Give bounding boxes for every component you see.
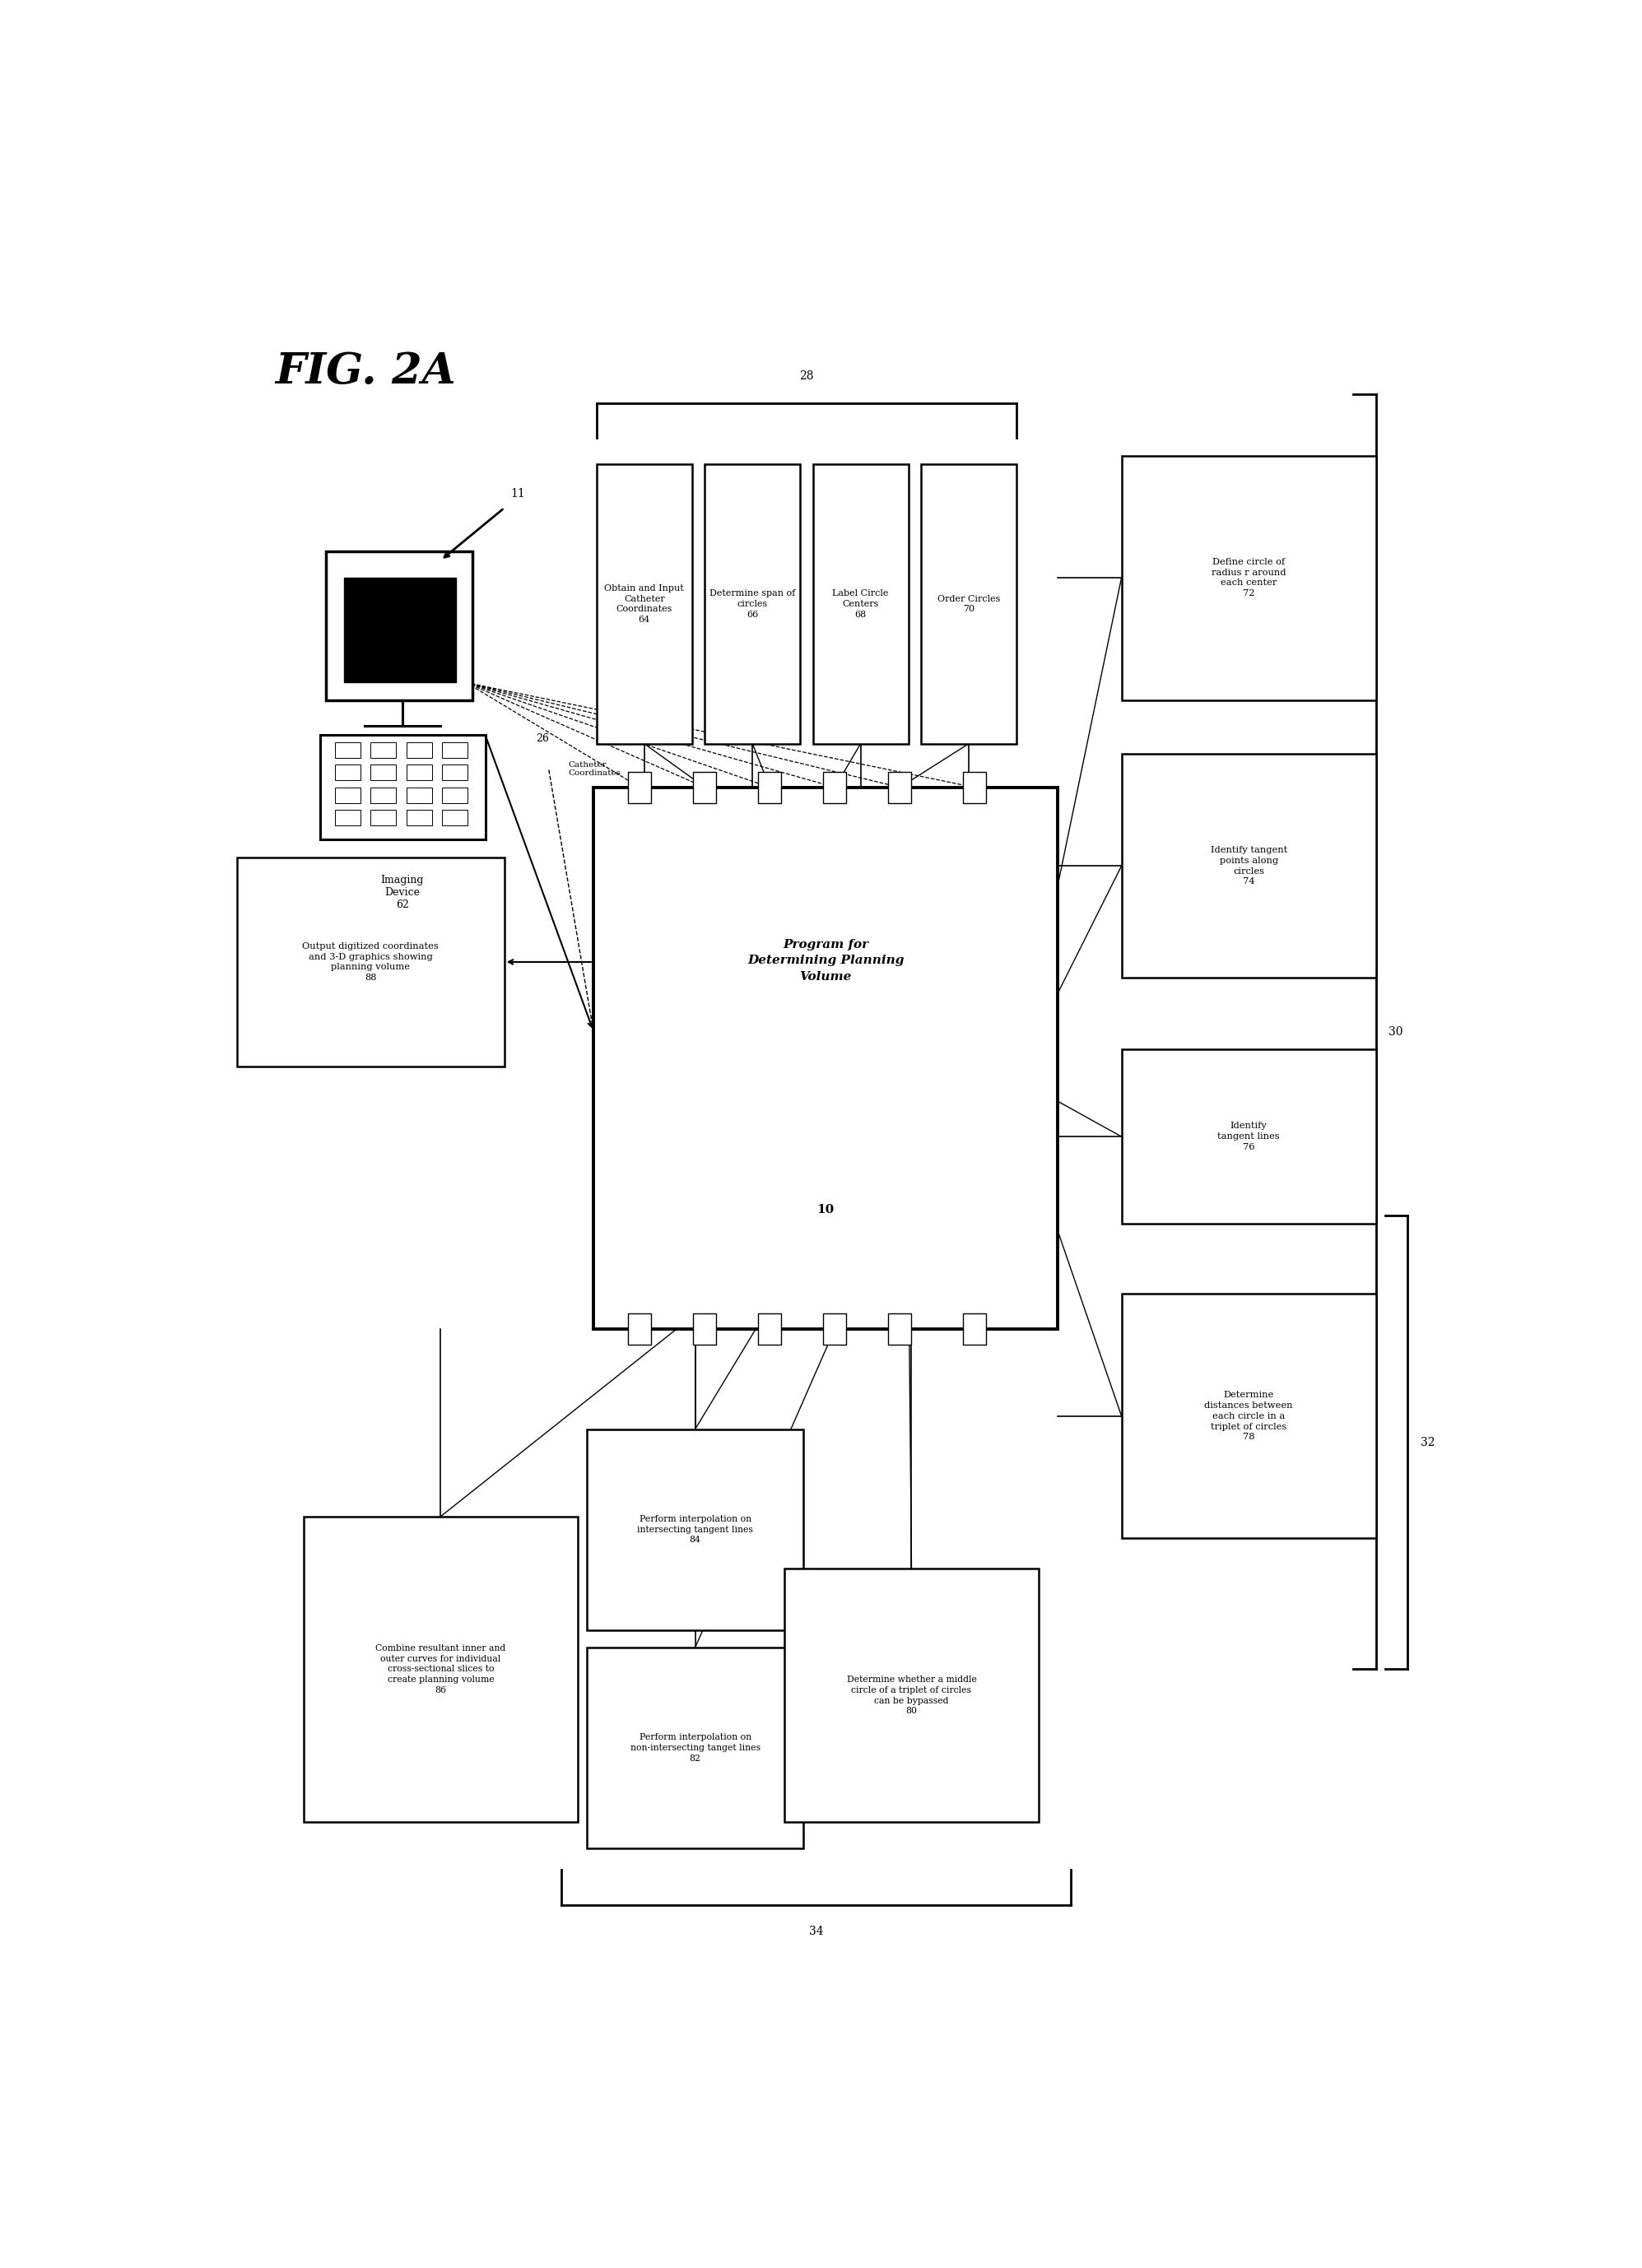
Bar [1121, 1050, 1376, 1225]
Bar [335, 742, 361, 758]
Bar [813, 465, 908, 744]
Text: Perform interpolation on
intersecting tangent lines
84: Perform interpolation on intersecting ta… [637, 1515, 754, 1545]
Bar [371, 764, 396, 780]
Bar [759, 771, 782, 803]
Bar [335, 764, 361, 780]
Bar [442, 787, 468, 803]
Bar [888, 1313, 911, 1345]
Text: Determine whether a middle
circle of a triplet of circles
can be bypassed
80: Determine whether a middle circle of a t… [847, 1676, 977, 1715]
Bar [1121, 755, 1376, 978]
Text: Identify tangent
points along
circles
74: Identify tangent points along circles 74 [1210, 846, 1287, 887]
Text: 34: 34 [810, 1926, 823, 1937]
Text: Obtain and Input
Catheter
Coordinates
64: Obtain and Input Catheter Coordinates 64 [604, 585, 685, 624]
Text: Program for
Determining Planning
Volume: Program for Determining Planning Volume [747, 939, 905, 982]
Text: Determine
distances between
each circle in a
triplet of circles
78: Determine distances between each circle … [1205, 1390, 1292, 1440]
Text: Define circle of
radius r around
each center
72: Define circle of radius r around each ce… [1212, 558, 1286, 599]
Bar [593, 787, 1057, 1329]
Text: 10: 10 [816, 1204, 834, 1216]
Bar [596, 465, 691, 744]
Bar [785, 1569, 1039, 1821]
Text: Identify
tangent lines
76: Identify tangent lines 76 [1218, 1123, 1279, 1152]
Bar [320, 735, 486, 839]
Bar [371, 810, 396, 826]
Bar [704, 465, 800, 744]
Bar [1121, 456, 1376, 701]
Text: Label Circle
Centers
68: Label Circle Centers 68 [832, 590, 888, 619]
Text: Combine resultant inner and
outer curves for individual
cross-sectional slices t: Combine resultant inner and outer curves… [376, 1644, 506, 1694]
Bar [1121, 1293, 1376, 1538]
Bar [962, 1313, 985, 1345]
Text: 11: 11 [511, 488, 525, 499]
Bar [304, 1517, 578, 1821]
Text: 32: 32 [1420, 1436, 1435, 1447]
Text: 26: 26 [535, 733, 548, 744]
Bar [759, 1313, 782, 1345]
Bar [442, 810, 468, 826]
Text: Catheter
Coordinates: Catheter Coordinates [568, 762, 621, 778]
Bar [442, 742, 468, 758]
Text: Determine span of
circles
66: Determine span of circles 66 [709, 590, 795, 619]
Bar [236, 857, 504, 1066]
Bar [327, 551, 473, 701]
Text: Order Circles
70: Order Circles 70 [938, 594, 1000, 612]
Bar [823, 771, 846, 803]
Bar [962, 771, 985, 803]
Bar [371, 787, 396, 803]
Bar [588, 1647, 803, 1848]
Bar [335, 787, 361, 803]
Text: 30: 30 [1389, 1025, 1404, 1036]
Bar [343, 578, 456, 683]
Bar [588, 1429, 803, 1631]
Bar [442, 764, 468, 780]
Bar [406, 810, 432, 826]
Bar [371, 742, 396, 758]
Bar [406, 764, 432, 780]
Bar [921, 465, 1016, 744]
Text: FIG. 2A: FIG. 2A [276, 352, 456, 392]
Text: Imaging
Device
62: Imaging Device 62 [381, 875, 424, 909]
Bar [629, 1313, 652, 1345]
Bar [888, 771, 911, 803]
Bar [406, 787, 432, 803]
Bar [823, 1313, 846, 1345]
Bar [335, 810, 361, 826]
Bar [406, 742, 432, 758]
Bar [693, 1313, 716, 1345]
Text: 28: 28 [800, 370, 814, 383]
Text: Perform interpolation on
non-intersecting tanget lines
82: Perform interpolation on non-intersectin… [631, 1733, 760, 1762]
Bar [629, 771, 652, 803]
Text: Output digitized coordinates
and 3-D graphics showing
planning volume
88: Output digitized coordinates and 3-D gra… [302, 941, 438, 982]
Bar [693, 771, 716, 803]
